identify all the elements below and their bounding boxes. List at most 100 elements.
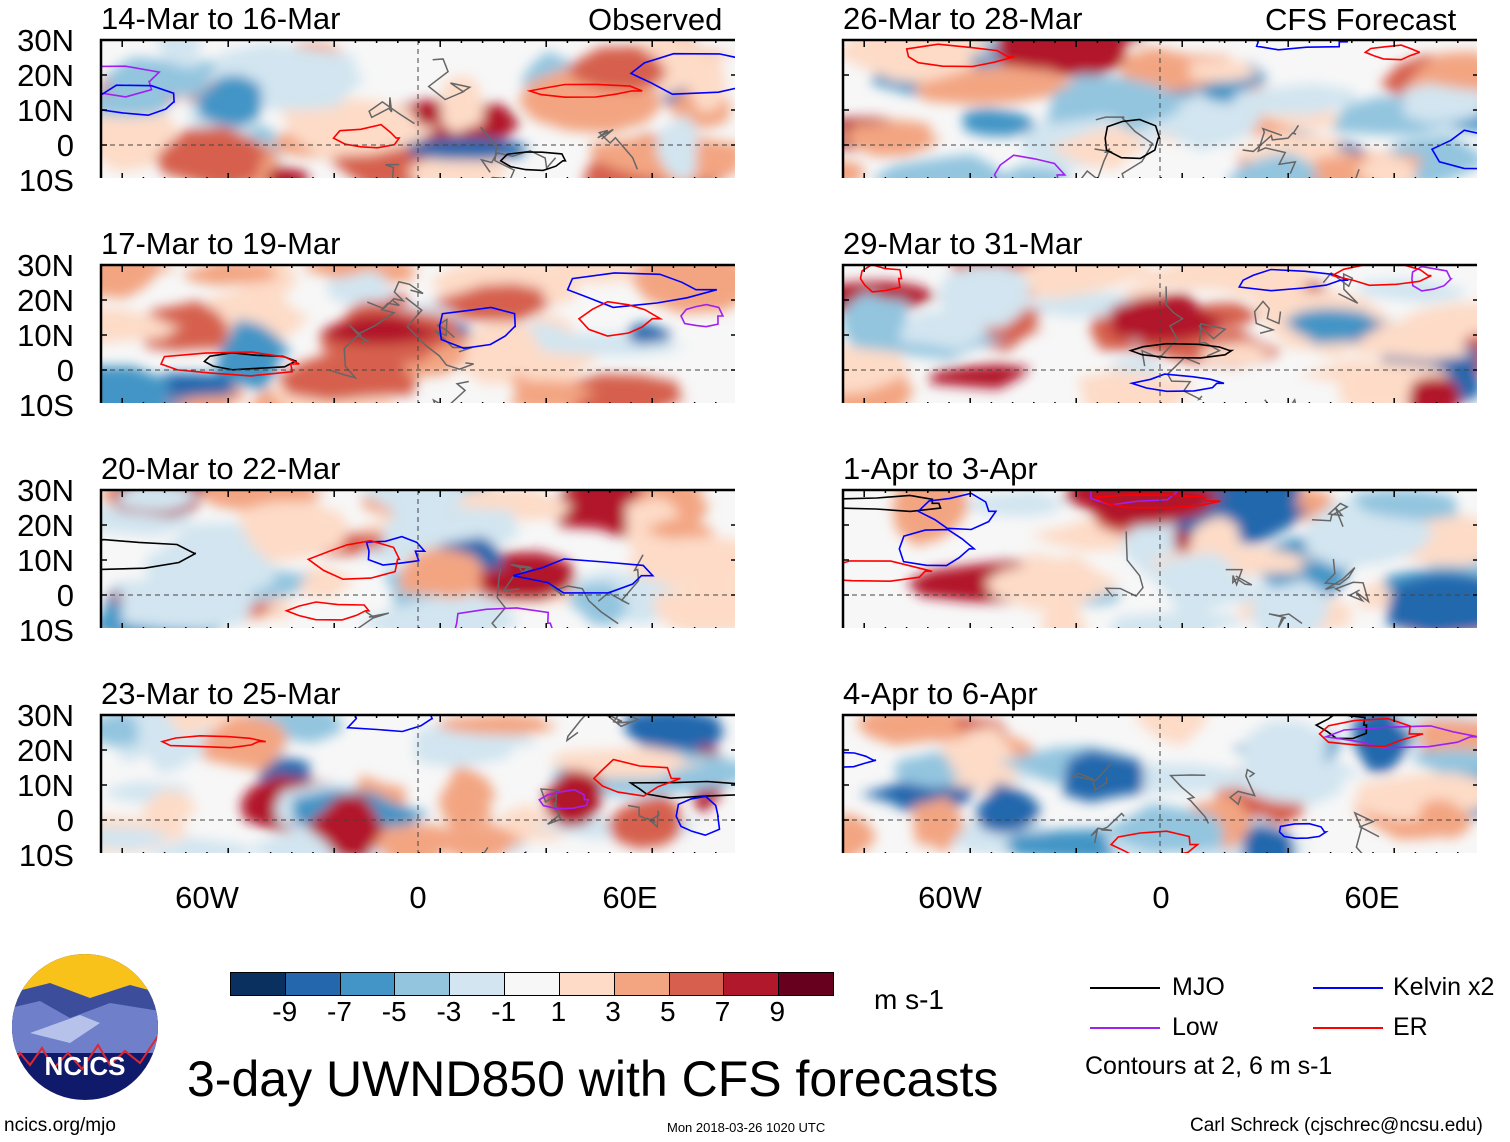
svg-text:NCICS: NCICS: [45, 1051, 126, 1081]
wind-anomaly-region: [406, 137, 532, 161]
wind-anomaly-region: [400, 548, 487, 599]
coastline: [1070, 762, 1113, 792]
panel-title: 4-Apr to 6-Apr: [843, 676, 1038, 711]
colorbar-tick-label: -1: [491, 996, 517, 1027]
map-panel: [841, 488, 1477, 628]
wind-anomaly-region: [963, 108, 1038, 137]
wave-contour: [438, 306, 517, 350]
wind-anomaly-region: [912, 66, 1077, 105]
observed-label: Observed: [588, 2, 723, 37]
coastline: [1166, 356, 1203, 401]
lon-label: 60E: [1344, 880, 1400, 915]
wind-anomaly-region: [913, 796, 967, 853]
lon-label: 0: [1152, 880, 1170, 915]
wind-anomaly-region: [325, 269, 397, 306]
wind-anomaly-region: [843, 40, 995, 84]
legend-low: Low: [1172, 1013, 1218, 1041]
colorbar-swatch: [231, 973, 286, 995]
wind-anomaly-region: [101, 715, 139, 747]
wind-anomaly-region: [900, 310, 990, 351]
forecast-label: CFS Forecast: [1265, 2, 1457, 37]
wind-anomaly-region: [145, 727, 195, 774]
wind-anomaly-region: [938, 265, 1030, 328]
wind-anomaly-region: [1120, 47, 1244, 94]
wind-anomaly-region: [277, 347, 419, 402]
wind-anomaly-region: [997, 40, 1148, 79]
wave-contour: [526, 83, 643, 99]
colorbar-swatch: [669, 973, 725, 995]
coastline: [1198, 322, 1227, 357]
colorbar-swatch: [450, 973, 506, 995]
er-line-swatch: [1313, 1027, 1383, 1029]
wave-contour: [577, 300, 664, 337]
wind-anomaly-region: [1408, 377, 1464, 403]
wave-contour: [1128, 342, 1235, 359]
lon-label: 60W: [918, 880, 982, 915]
coastline: [1228, 768, 1257, 806]
lat-label: 20N: [17, 283, 74, 318]
colorbar-tick-label: 7: [714, 996, 731, 1027]
wind-anomaly-region: [237, 501, 351, 563]
wind-anomaly-region: [1187, 58, 1261, 82]
map-panel: [99, 713, 735, 853]
colorbar-swatch: [614, 973, 670, 995]
wind-anomaly-region: [1049, 125, 1152, 171]
lat-label: 30N: [17, 23, 74, 58]
contour-note: Contours at 2, 6 m s-1: [1085, 1052, 1333, 1080]
map-panel: [99, 263, 735, 403]
wave-contour: [101, 65, 161, 98]
map-panel: [99, 488, 735, 628]
colorbar-tick-label: -5: [381, 996, 407, 1027]
lat-label: 20N: [17, 58, 74, 93]
wind-anomaly-region: [1402, 83, 1477, 124]
wave-contour: [454, 607, 553, 628]
legend-kelvin: Kelvin x2: [1393, 973, 1495, 1001]
wind-anomaly-region: [147, 837, 253, 853]
lon-label: 60W: [175, 880, 239, 915]
wave-contour: [512, 558, 655, 594]
coastline: [432, 380, 469, 403]
lat-label: 10S: [18, 838, 74, 873]
wave-contour: [993, 154, 1067, 178]
wind-anomaly-region: [357, 590, 522, 628]
coastline: [502, 563, 533, 592]
footer-credit: Carl Schreck (cjschrec@ncsu.edu): [1190, 1115, 1483, 1136]
coastline: [627, 804, 660, 829]
wind-anomaly-region: [1140, 103, 1262, 147]
coastline: [1268, 613, 1303, 628]
lat-label: 10S: [18, 163, 74, 198]
map-panel: [841, 713, 1477, 853]
panel-title: 14-Mar to 16-Mar: [101, 1, 341, 36]
wind-anomaly-region: [462, 320, 542, 385]
coastline: [1104, 531, 1144, 598]
wind-anomaly-region: [305, 795, 386, 853]
footer-url[interactable]: ncics.org/mjo: [4, 1115, 116, 1136]
wave-contour: [538, 788, 590, 810]
wind-anomaly-region: [1153, 552, 1248, 618]
wind-anomaly-region: [1044, 74, 1185, 135]
wave-contour: [680, 303, 725, 328]
wave-contour: [916, 492, 998, 531]
wave-contour: [499, 151, 567, 172]
wind-anomaly-region: [440, 75, 485, 135]
wave-contour: [843, 560, 933, 583]
wave-contour: [1109, 830, 1200, 853]
wave-contour: [1237, 268, 1349, 292]
lat-label: 10N: [17, 93, 74, 128]
lat-label: 10N: [17, 543, 74, 578]
coastline: [565, 715, 618, 743]
wind-anomaly-region: [872, 153, 1021, 178]
wave-contour: [1411, 265, 1453, 292]
wind-anomaly-region: [1231, 83, 1369, 115]
wave-contour: [306, 539, 401, 581]
wave-contour: [1093, 493, 1221, 509]
coastline: [405, 297, 474, 371]
wind-anomaly-region: [843, 160, 865, 178]
low-line-swatch: [1090, 1027, 1160, 1029]
colorbar-tick-label: -7: [327, 996, 352, 1027]
wind-anomaly-region: [1003, 829, 1132, 853]
wind-anomaly-region: [1127, 265, 1306, 291]
coastline: [329, 334, 371, 380]
wind-anomaly-region: [203, 716, 289, 772]
